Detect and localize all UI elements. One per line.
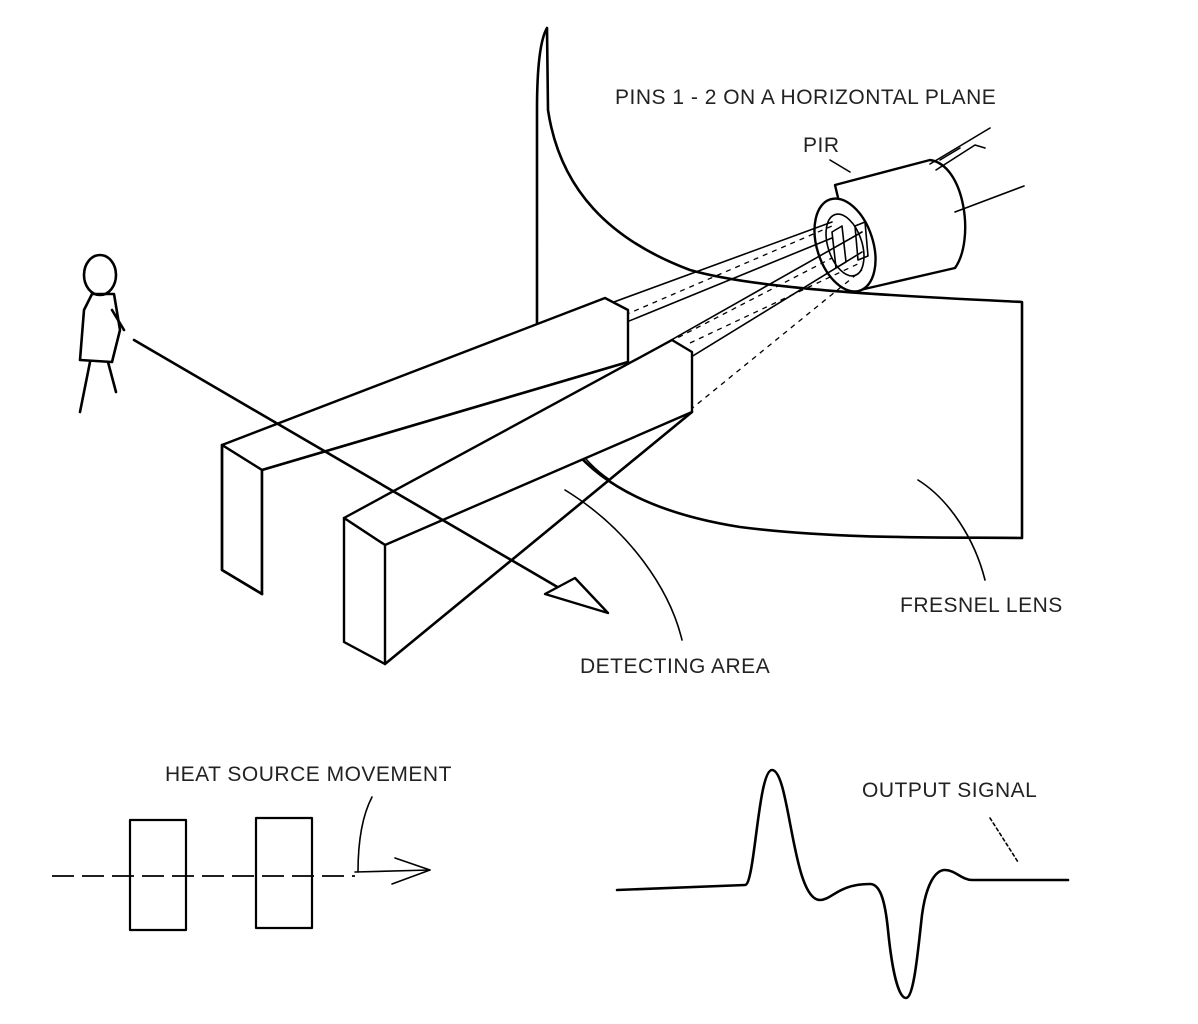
heat-source-schematic: [52, 796, 431, 932]
output-signal-label: OUTPUT SIGNAL: [862, 779, 1037, 802]
pins-label: PINS 1 - 2 ON A HORIZONTAL PLANE: [615, 86, 996, 109]
fresnel-lens-label: FRESNEL LENS: [900, 594, 1063, 617]
person-figure: [78, 253, 126, 414]
output-signal-waveform: [615, 768, 1070, 1000]
heat-source-movement-label: HEAT SOURCE MOVEMENT: [165, 763, 452, 786]
pir-sensor: [813, 127, 1025, 293]
detecting-zone-block-front: [342, 338, 694, 666]
pir-label: PIR: [803, 134, 840, 157]
fresnel-leader-line: [917, 479, 986, 581]
detecting-area-label: DETECTING AREA: [580, 655, 770, 678]
movement-arrow: [132, 338, 610, 615]
detecting-leader-line: [564, 489, 683, 641]
pir-leader-line: [829, 159, 851, 173]
